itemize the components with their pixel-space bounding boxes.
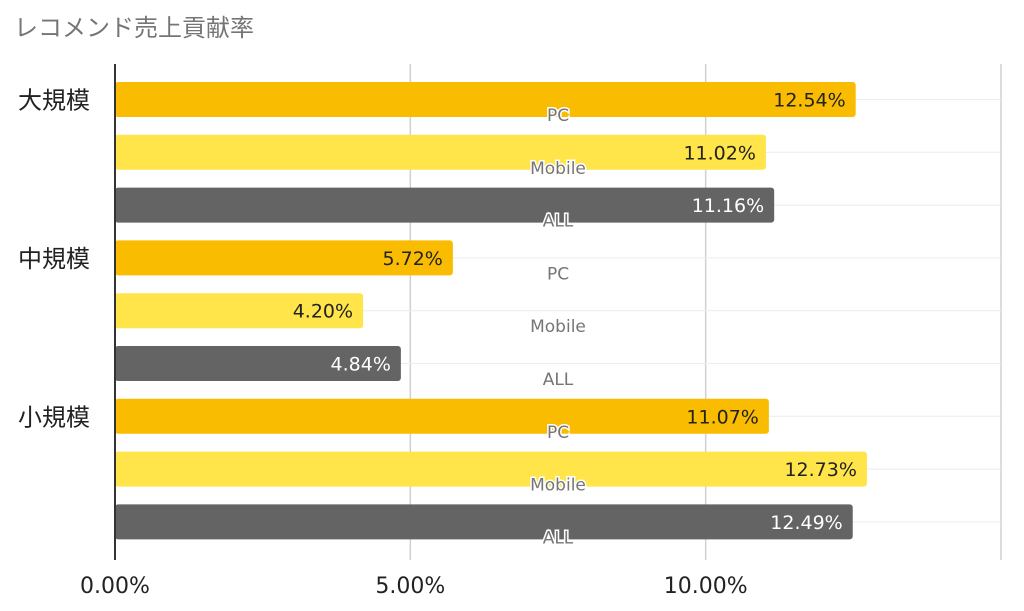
series-label: Mobile xyxy=(530,476,586,496)
value-label: 12.54% xyxy=(773,90,845,112)
category-label: 小規模 xyxy=(18,403,90,431)
bar-mobile xyxy=(115,451,867,487)
series-label: PC xyxy=(547,264,569,284)
bar-mobile xyxy=(115,293,364,329)
x-tick-label: 5.00% xyxy=(375,574,445,599)
series-label: ALL xyxy=(543,370,574,390)
series-label: ALL xyxy=(543,212,574,232)
bar-all xyxy=(115,504,853,540)
series-label: PC xyxy=(547,423,569,443)
category-label: 大規模 xyxy=(18,87,90,115)
x-tick-label: 0.00% xyxy=(80,574,150,599)
bar-all xyxy=(115,346,401,381)
value-label: 4.20% xyxy=(293,301,353,323)
value-label: 11.02% xyxy=(683,142,755,164)
value-label: 12.73% xyxy=(784,459,856,481)
value-label: 11.16% xyxy=(692,195,764,217)
value-label: 11.07% xyxy=(686,406,758,428)
series-label: Mobile xyxy=(530,317,586,337)
bar-pc xyxy=(115,82,856,117)
series-label: ALL xyxy=(543,528,574,548)
chart-title: レコメンド売上貢献率 xyxy=(14,14,254,42)
series-label: Mobile xyxy=(530,159,586,179)
x-tick-label: 10.00% xyxy=(664,574,748,599)
series-label: PC xyxy=(547,106,569,126)
bar-mobile xyxy=(115,134,766,170)
bar-all xyxy=(115,187,775,223)
bar-pc xyxy=(115,240,453,276)
category-label: 中規模 xyxy=(18,245,90,273)
value-label: 5.72% xyxy=(383,248,443,270)
bar-pc xyxy=(115,398,769,434)
value-label: 4.84% xyxy=(331,354,391,376)
value-label: 12.49% xyxy=(770,512,842,534)
